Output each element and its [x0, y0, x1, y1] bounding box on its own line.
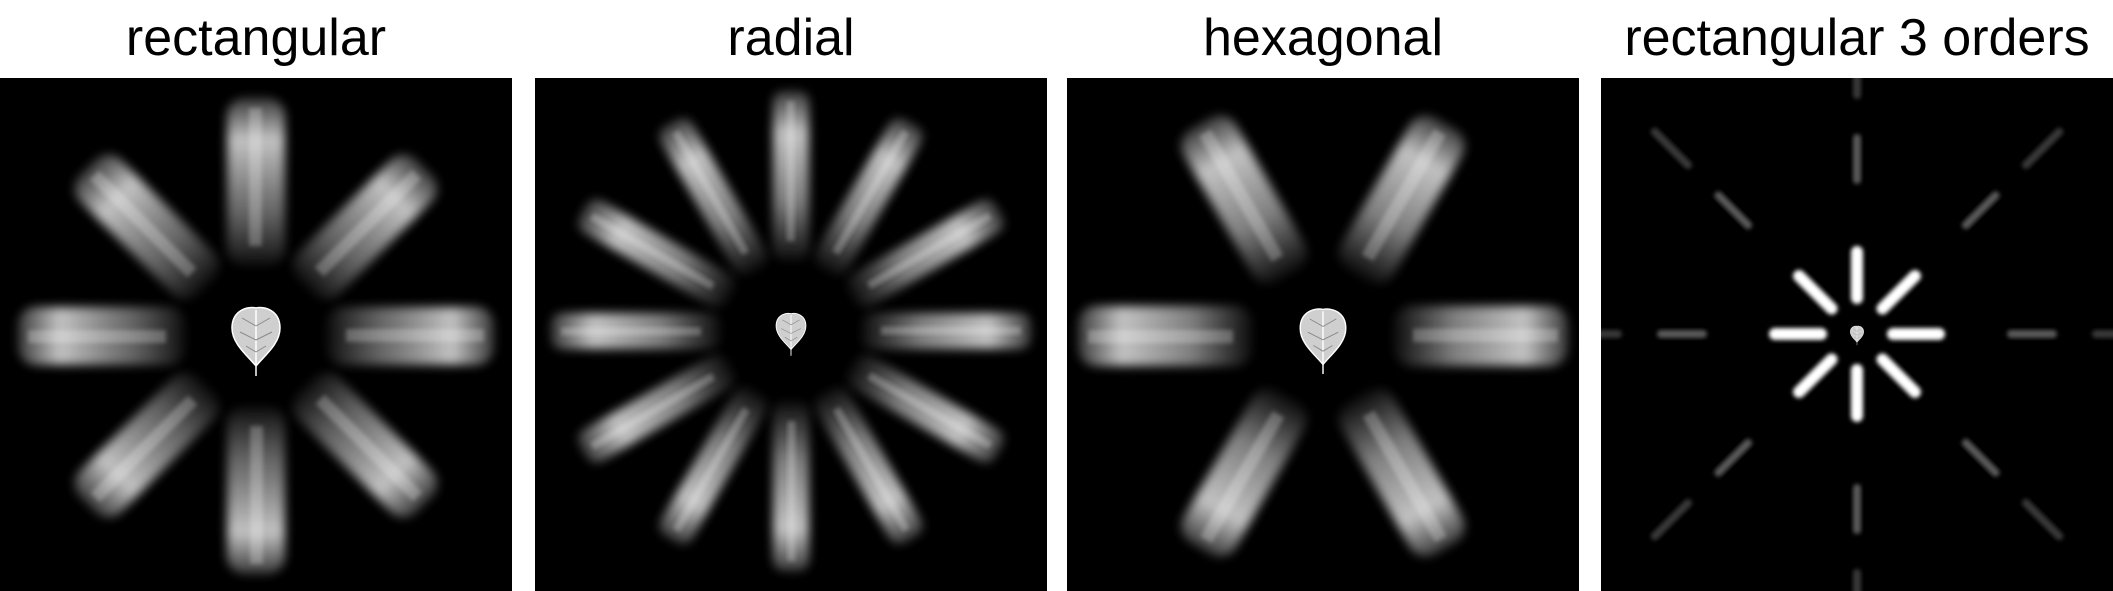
diffraction-order: [1793, 270, 1838, 315]
diffraction-order: [1853, 78, 1861, 99]
diffraction-order: [1714, 438, 1753, 477]
diffraction-streak: [814, 386, 923, 544]
diffraction-streak: [578, 199, 736, 308]
diffraction-streak: [1393, 306, 1568, 366]
diffraction-streak: [659, 386, 768, 544]
diffraction-streak: [551, 313, 721, 349]
diffraction-image-rectangular-3-orders: [1601, 78, 2113, 591]
panel-title-rectangular: rectangular: [125, 9, 387, 67]
diffraction-streak: [578, 354, 736, 463]
diffraction-streak: [773, 91, 809, 261]
diffraction-order: [1650, 127, 1693, 170]
diffraction-streak: [74, 372, 220, 518]
diffraction-image-radial: [535, 78, 1047, 591]
diffraction-order: [1851, 364, 1863, 422]
diffraction-order: [1853, 134, 1861, 184]
diffraction-streak: [292, 372, 438, 518]
diffraction-order: [1961, 191, 2000, 230]
diffraction-order: [1793, 353, 1838, 398]
diffraction-streak: [846, 354, 1004, 463]
diffraction-image-hexagonal: [1067, 78, 1579, 591]
leaf-object: [231, 306, 281, 376]
diffraction-streak: [1078, 306, 1253, 366]
diffraction-streak: [1338, 388, 1465, 557]
panel-hexagonal: hexagonal: [1067, 0, 1579, 591]
panel-title-hexagonal: hexagonal: [1203, 9, 1443, 67]
diffraction-streak: [773, 401, 809, 571]
diffraction-order: [2021, 498, 2064, 541]
diffraction-order: [1876, 353, 1921, 398]
diffraction-order: [1853, 484, 1861, 534]
diffraction-streak: [1181, 388, 1308, 557]
diffraction-order: [1851, 246, 1863, 304]
diffraction-order: [1887, 328, 1945, 340]
diffraction-order: [1601, 330, 1622, 338]
diffraction-streak: [227, 98, 285, 266]
panel-title-rectangular-3-orders: rectangular 3 orders: [1624, 9, 2090, 67]
diffraction-order: [1769, 328, 1827, 340]
diffraction-streak: [292, 154, 438, 300]
diffraction-streak: [74, 154, 220, 300]
diffraction-order: [2021, 127, 2064, 170]
diffraction-streak: [326, 307, 494, 365]
diffraction-streak: [18, 307, 186, 365]
diffraction-order: [1714, 191, 1753, 230]
diffraction-order: [1876, 270, 1921, 315]
diffraction-order: [2007, 330, 2057, 338]
diffraction-order: [1657, 330, 1707, 338]
panel-radial: radial: [535, 0, 1047, 591]
leaf-object: [775, 312, 807, 356]
panel-rectangular: rectangular: [0, 0, 512, 591]
diffraction-order: [1961, 438, 2000, 477]
panel-rectangular-3-orders: rectangular 3 orders: [1601, 0, 2113, 591]
leaf-object: [1850, 325, 1864, 346]
diffraction-streak: [846, 199, 1004, 308]
diffraction-order: [1650, 498, 1693, 541]
diffraction-streak: [861, 313, 1031, 349]
diffraction-image-rectangular: [0, 78, 512, 591]
panel-title-radial: radial: [727, 9, 855, 67]
diffraction-streak: [659, 118, 768, 276]
diffraction-streak: [814, 118, 923, 276]
diffraction-streak: [1338, 115, 1465, 284]
diffraction-streak: [227, 406, 285, 574]
leaf-object: [1299, 308, 1347, 375]
diffraction-streak: [1181, 115, 1308, 284]
diffraction-order: [1853, 569, 1861, 591]
diffraction-order: [2092, 330, 2113, 338]
